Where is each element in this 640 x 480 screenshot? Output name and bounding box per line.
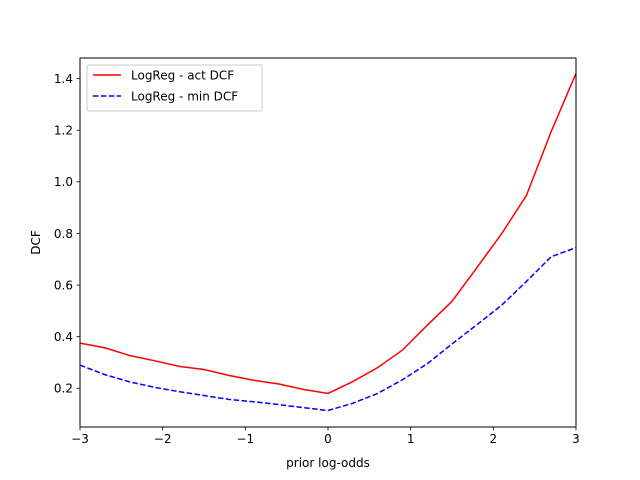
- x-tick-label: 1: [407, 432, 415, 446]
- x-tick-label: 0: [324, 432, 332, 446]
- y-tick-label: 1.4: [54, 72, 73, 86]
- y-tick-label: 0.4: [54, 330, 73, 344]
- x-tick-label: −2: [154, 432, 172, 446]
- x-axis-ticks: −3 −2 −1 0 1 2 3: [71, 427, 580, 446]
- y-tick-label: 0.6: [54, 278, 73, 292]
- x-tick-label: 3: [572, 432, 580, 446]
- legend-label-min-dcf: LogReg - min DCF: [131, 89, 238, 103]
- y-tick-label: 0.8: [54, 227, 73, 241]
- plot-frame: [79, 57, 577, 428]
- x-axis-label: prior log-odds: [286, 456, 370, 470]
- series-line-min-dcf: [79, 246, 577, 412]
- y-axis-label: DCF: [29, 230, 43, 255]
- legend-box: [86, 64, 263, 112]
- y-tick-label: 1.2: [54, 124, 73, 138]
- x-tick-label: 2: [490, 432, 498, 446]
- series-layer: [79, 73, 577, 412]
- plot-area: −3 −2 −1 0 1 2 3 0.2 0.4 0.6 0.8 1.0 1.2 1.4: [54, 57, 580, 446]
- y-tick-label: 1.0: [54, 175, 73, 189]
- y-axis-ticks: 0.2 0.4 0.6 0.8 1.0 1.2 1.4: [54, 72, 80, 396]
- series-line-act-dcf: [79, 73, 577, 395]
- x-tick-label: −3: [71, 432, 89, 446]
- x-tick-label: −1: [236, 432, 254, 446]
- y-tick-label: 0.2: [54, 382, 73, 396]
- legend: LogReg - act DCF LogReg - min DCF: [86, 64, 263, 112]
- legend-label-act-dcf: LogReg - act DCF: [131, 68, 234, 82]
